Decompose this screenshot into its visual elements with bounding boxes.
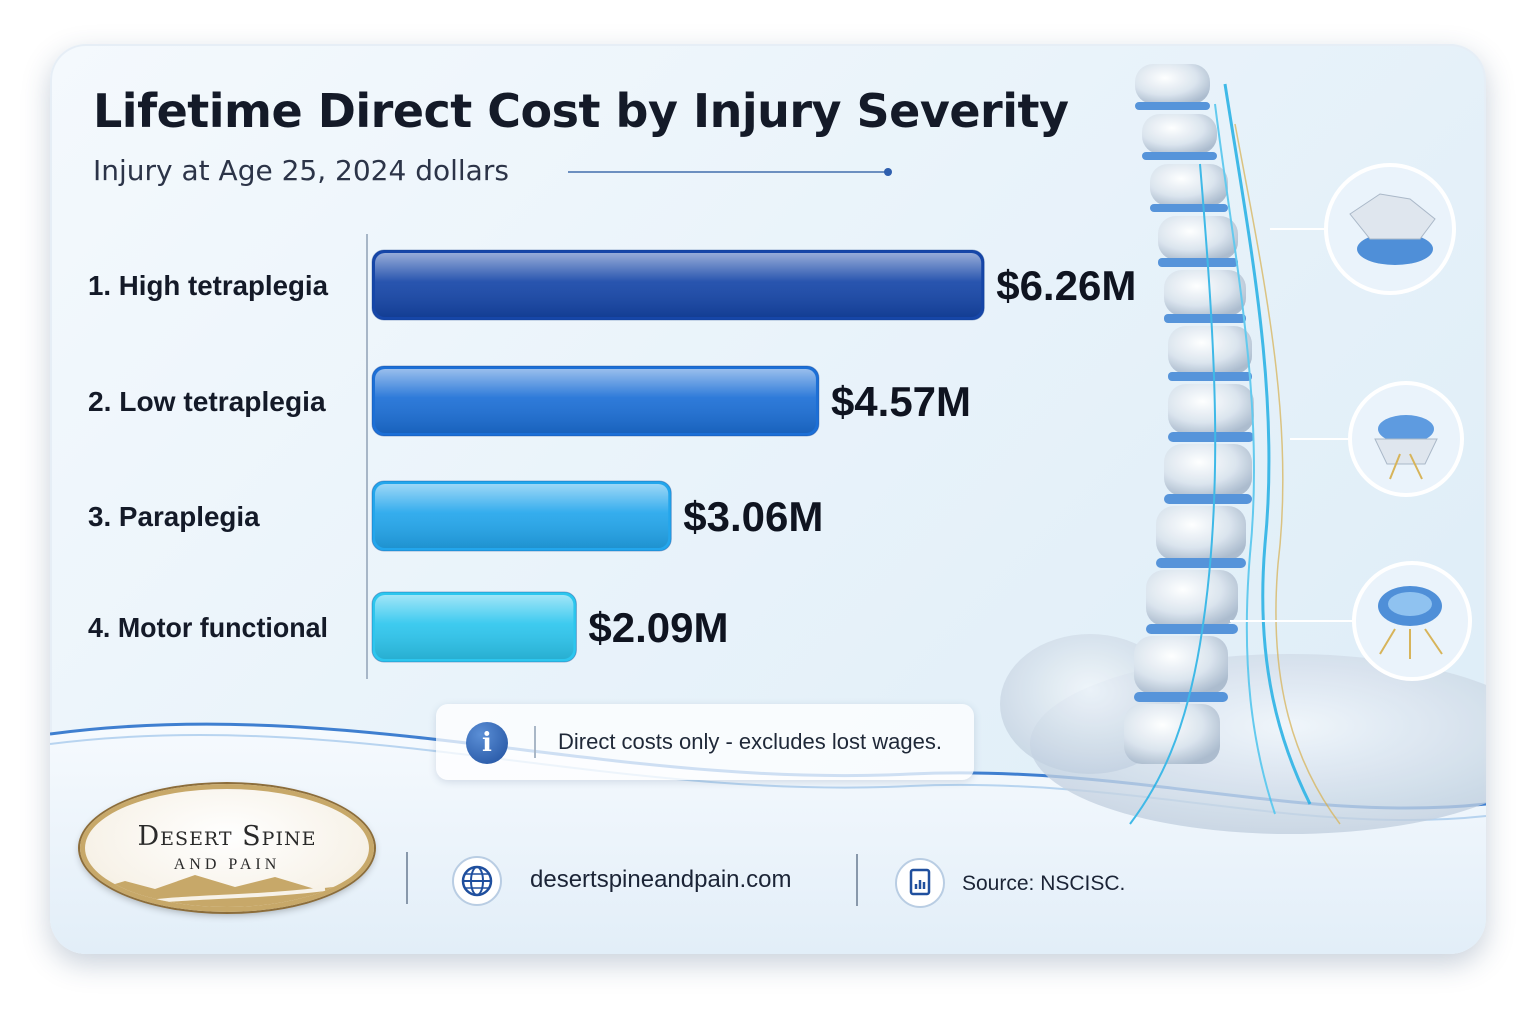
category-label: 4. Motor functional	[88, 612, 328, 643]
value-label: $3.06M	[683, 493, 823, 540]
document-chart-icon	[895, 858, 945, 908]
category-label: 1. High tetraplegia	[88, 270, 328, 301]
bar-highlight	[375, 484, 669, 548]
desert-spine-logo: Desert Spine AND PAIN	[80, 784, 374, 912]
vertebra-detail-2	[1348, 381, 1464, 497]
category-label: 3. Paraplegia	[88, 501, 260, 532]
subtitle-rule-dot	[884, 168, 892, 176]
info-icon: i	[466, 722, 508, 764]
category-axis-line	[366, 234, 368, 679]
note-box: i Direct costs only - excludes lost wage…	[436, 704, 974, 780]
bar-highlight	[375, 253, 982, 317]
value-label: $2.09M	[588, 604, 728, 651]
chart-subtitle: Injury at Age 25, 2024 dollars	[93, 154, 509, 187]
footer-divider-1	[406, 852, 408, 904]
globe-icon	[452, 856, 502, 906]
spine-illustration	[1000, 64, 1486, 834]
vertebra-detail-1	[1324, 163, 1456, 295]
bar-highlight	[375, 595, 574, 659]
value-label: $4.57M	[831, 378, 971, 425]
note-text: Direct costs only - excludes lost wages.	[558, 729, 942, 754]
mountain-icon	[85, 875, 369, 907]
subtitle-rule	[568, 171, 888, 173]
footer-divider-2	[856, 854, 858, 906]
note-divider	[534, 726, 536, 758]
value-label: $6.26M	[996, 262, 1136, 309]
logo-line2: AND PAIN	[173, 856, 281, 873]
bar-highlight	[375, 369, 816, 433]
infographic-card: Lifetime Direct Cost by Injury Severity …	[50, 44, 1486, 954]
vertebra-detail-3	[1352, 561, 1472, 681]
chart-title: Lifetime Direct Cost by Injury Severity	[93, 84, 1069, 138]
logo-line1: Desert Spine	[137, 821, 317, 852]
bar-chart: 1. High tetraplegia $6.26M 2. Low tetraple…	[88, 249, 1136, 663]
category-label: 2. Low tetraplegia	[88, 386, 326, 417]
website-link[interactable]: desertspineandpain.com	[530, 866, 792, 893]
source-text: Source: NSCISC.	[962, 872, 1126, 895]
